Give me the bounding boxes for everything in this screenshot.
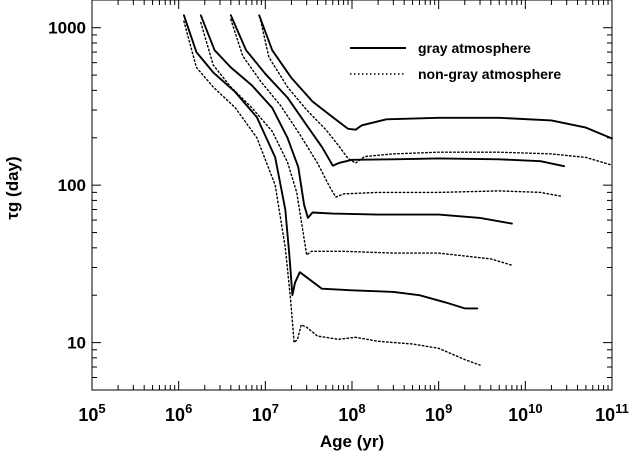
series-line-3-nongray	[230, 18, 562, 198]
x-axis-title: Age (yr)	[320, 432, 384, 451]
x-tick-label-0: 105	[78, 401, 105, 425]
series-layer	[182, 14, 613, 366]
series-line-1-nongray	[259, 15, 613, 166]
series-line-5-nongray	[200, 21, 513, 266]
series-line-0-gray	[258, 14, 613, 140]
legend-label-nongray: non-gray atmosphere	[418, 66, 561, 82]
x-tick-label-3: 108	[338, 401, 365, 425]
series-line-6-gray	[182, 14, 479, 310]
series-line-2-gray	[229, 14, 566, 168]
x-tick-label-2: 107	[252, 401, 279, 425]
x-tick-label-5: 1010	[508, 401, 543, 425]
x-tick-label-1: 106	[165, 401, 192, 425]
y-axis-title: τg (day)	[3, 156, 22, 219]
y-tick-label-2: 1000	[48, 19, 86, 38]
x-tick-label-6: 1011	[595, 401, 629, 425]
series-line-7-nongray	[183, 20, 481, 366]
y-tick-label-1: 100	[58, 176, 86, 195]
tick-layer: 105 106 107 108 109 1010 1011 10 100 1000	[48, 0, 629, 425]
y-tick-label-0: 10	[67, 334, 86, 353]
legend: gray atmosphere non-gray atmosphere	[350, 40, 561, 82]
x-tick-label-4: 109	[425, 401, 452, 425]
plot-frame	[91, 0, 613, 391]
series-line-4-gray	[199, 14, 513, 225]
legend-label-gray: gray atmosphere	[418, 40, 531, 56]
